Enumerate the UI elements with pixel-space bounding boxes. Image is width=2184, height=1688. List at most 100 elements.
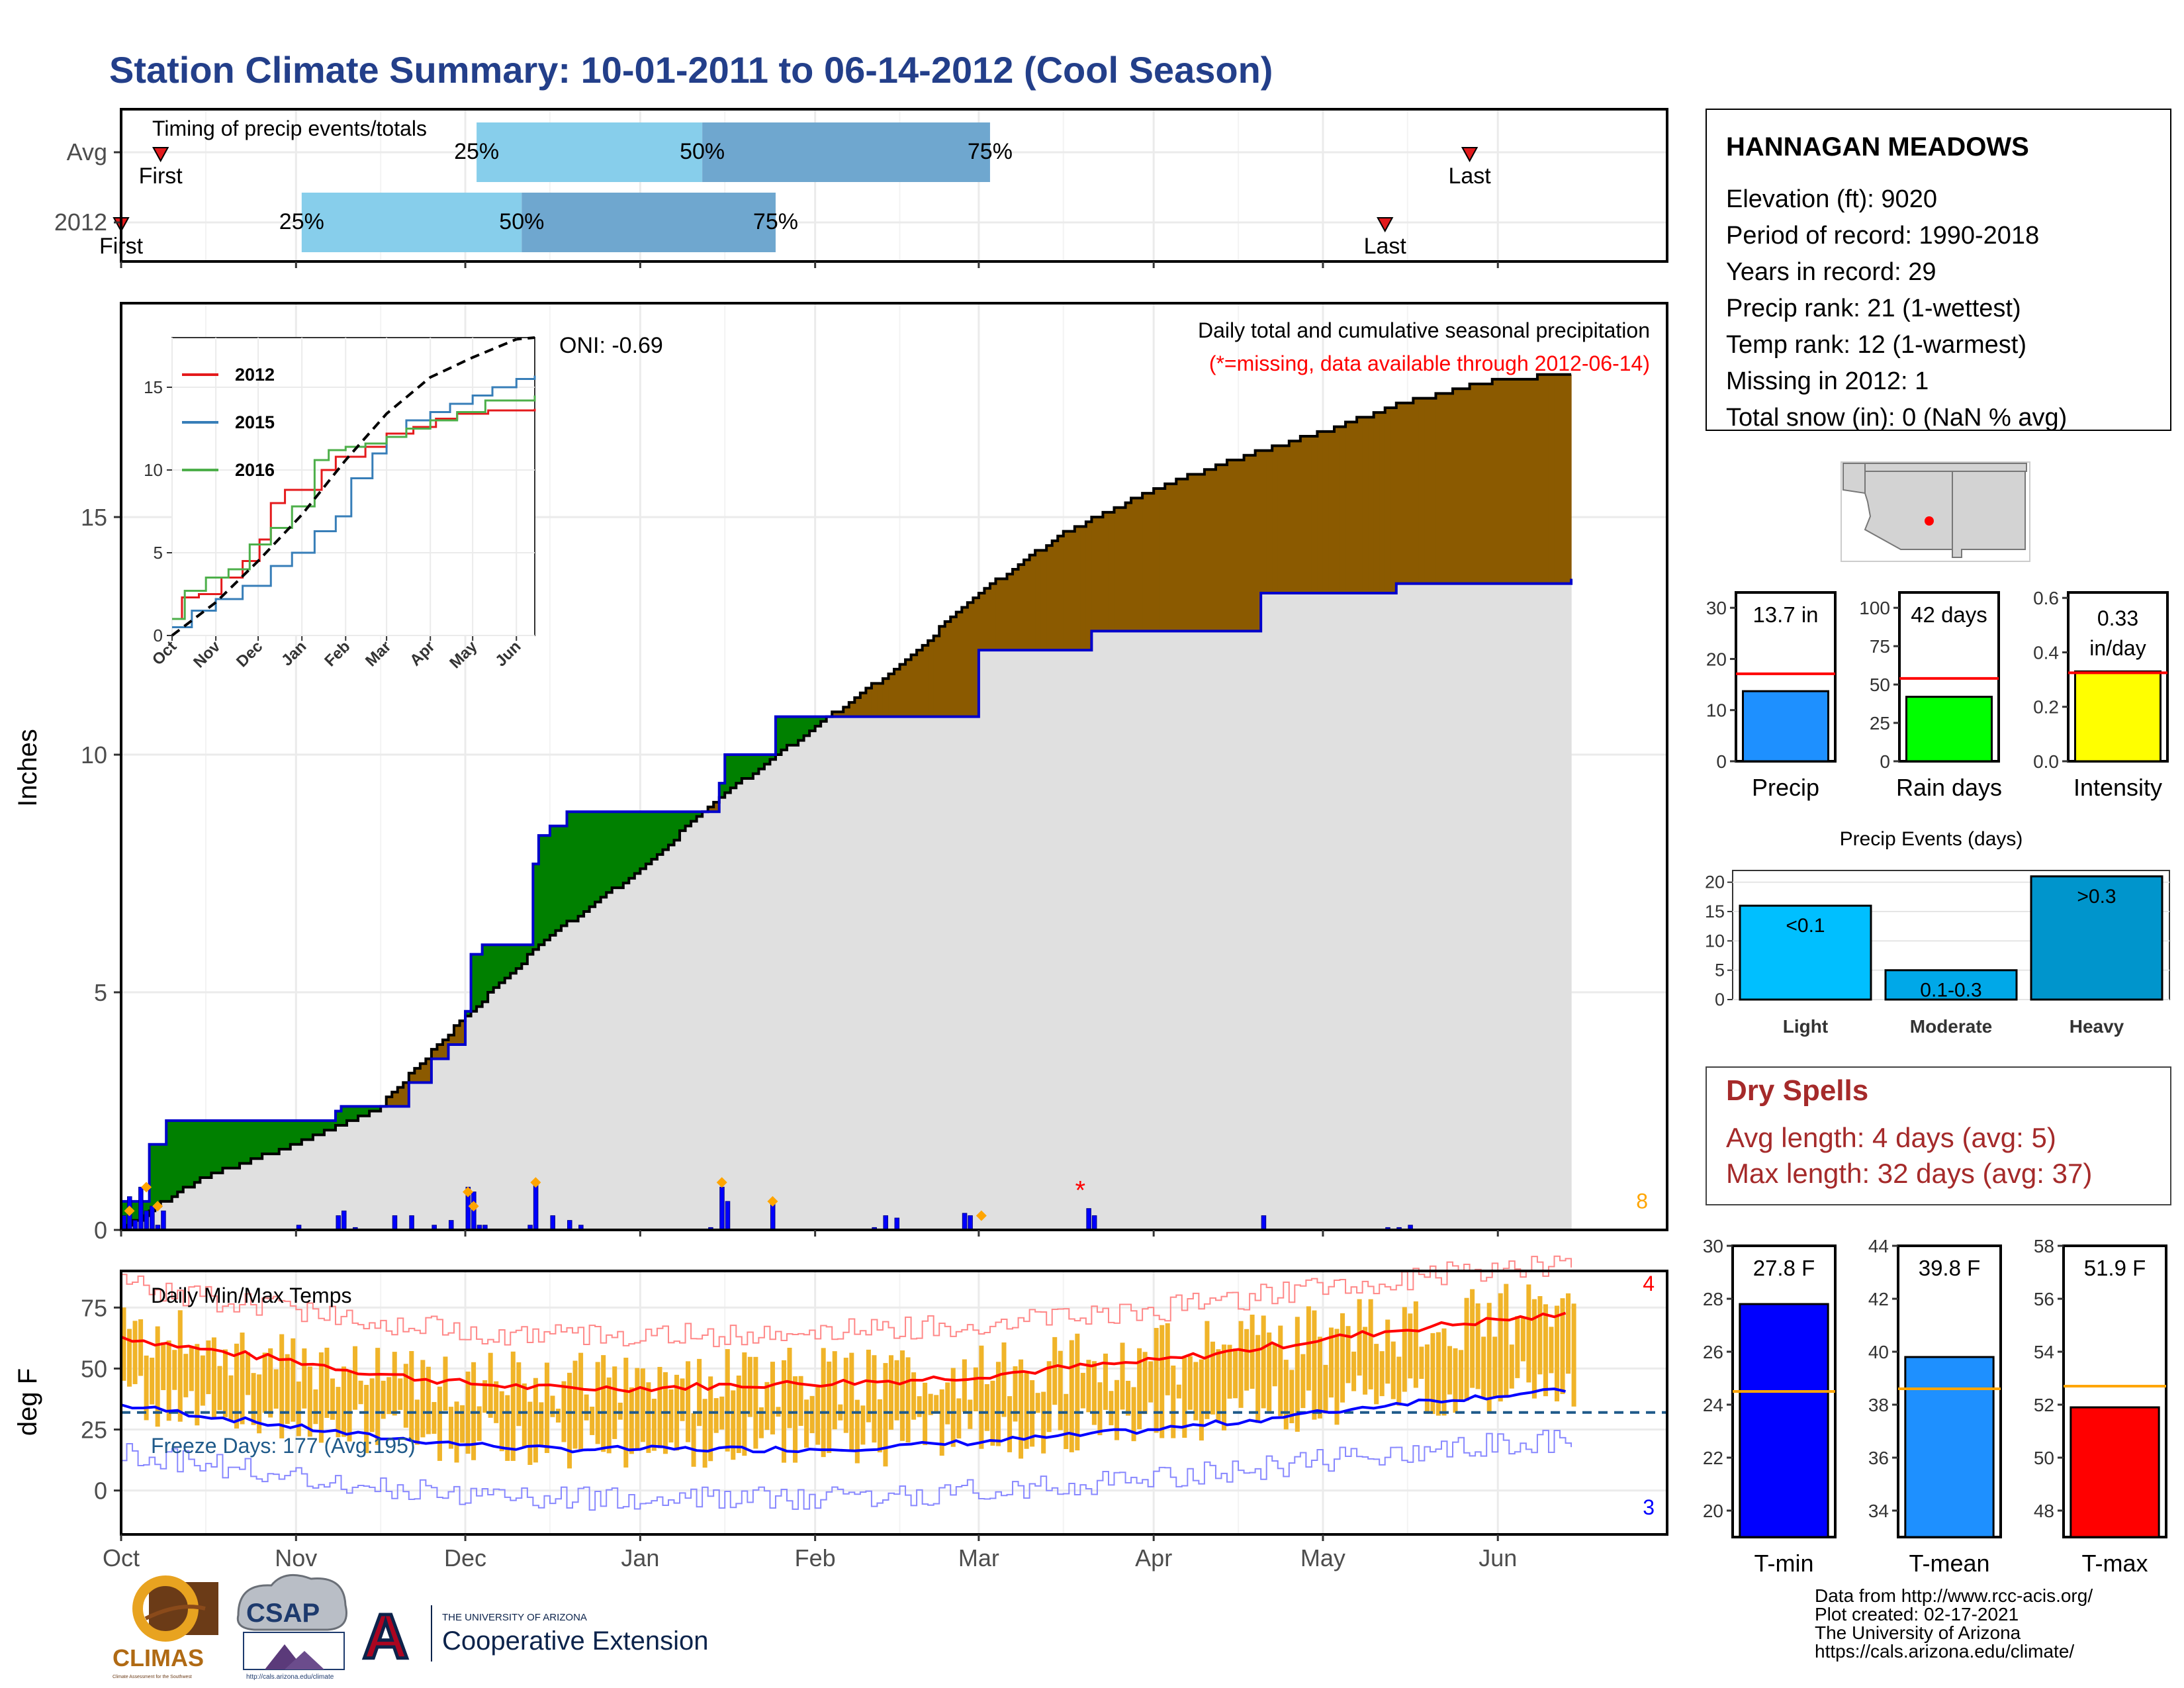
normal-area	[928, 716, 934, 1230]
ua-logo-main-text: Cooperative Extension	[442, 1626, 708, 1656]
normal-area	[1255, 631, 1261, 1230]
deficit-area	[1277, 445, 1284, 593]
timing-label-50: 50%	[499, 209, 544, 234]
dry-spells-box: Dry Spells Avg length: 4 days (avg: 5) M…	[1706, 1066, 2171, 1205]
mini_tmin-y-tick-label: 26	[1703, 1342, 1723, 1362]
daily-temp-bar	[697, 1358, 702, 1427]
normal-area	[1498, 583, 1504, 1230]
surplus-area	[629, 812, 635, 878]
normal-area	[758, 769, 765, 1230]
normal-area	[1193, 631, 1199, 1230]
surplus-area	[589, 812, 596, 907]
daily-temp-bar	[1306, 1306, 1311, 1391]
deficit-area	[1120, 507, 1126, 632]
cum-title: Daily total and cumulative seasonal prec…	[1198, 318, 1650, 342]
inset-y-tick-label: 10	[144, 460, 163, 480]
normal-area	[707, 812, 714, 1230]
deficit-area	[1170, 483, 1177, 632]
surplus-area	[510, 945, 517, 974]
deficit-area	[448, 1035, 455, 1045]
mini_raindays-bar	[1905, 696, 1993, 763]
normal-area	[634, 873, 641, 1230]
daily-temp-bar	[398, 1378, 403, 1410]
deficit-area	[1306, 436, 1312, 593]
daily-precip-bar	[392, 1215, 398, 1231]
daily-temp-bar	[1267, 1332, 1272, 1411]
daily-temp-bar	[1543, 1304, 1548, 1397]
normal-area	[803, 735, 810, 1230]
normal-area	[1266, 592, 1273, 1230]
deficit-area	[1345, 422, 1352, 593]
daily-temp-bar	[601, 1355, 606, 1452]
daily-temp-bar	[1441, 1328, 1447, 1416]
normal-area	[877, 716, 884, 1230]
normal-area	[1514, 583, 1521, 1230]
normal-area	[1131, 631, 1138, 1230]
daily-precip-bar	[719, 1186, 725, 1231]
normal-area	[499, 982, 506, 1230]
normal-area	[809, 731, 816, 1230]
normal-area	[454, 1045, 461, 1230]
daily-temp-bar	[1165, 1323, 1170, 1395]
deficit-area	[1565, 374, 1572, 584]
normal-area	[1295, 592, 1301, 1230]
normal-area	[431, 1058, 438, 1230]
surplus-area	[572, 812, 579, 921]
daily-temp-bar	[1035, 1393, 1040, 1413]
deficit-area	[1317, 431, 1324, 593]
normal-area	[747, 778, 754, 1230]
daily-temp-bar	[279, 1334, 285, 1438]
surplus-area	[809, 716, 816, 731]
daily-temp-bar	[387, 1377, 392, 1415]
timing-label-75: 75%	[968, 139, 1013, 164]
daily-temp-bar	[1408, 1313, 1413, 1379]
normal-area	[1024, 650, 1030, 1230]
surplus-area	[194, 1120, 201, 1183]
mini_precip-value-label: 13.7 in	[1752, 602, 1818, 627]
x-tick-label-nov: Nov	[275, 1544, 317, 1571]
mini_tmin-category-label: T-min	[1754, 1550, 1814, 1577]
daily-temp-bar	[888, 1355, 893, 1430]
deficit-area	[1142, 493, 1149, 632]
daily-temp-bar	[849, 1352, 854, 1452]
t-min-chart: 20 22 24 26 28 30 27.8 F T-min	[1703, 1236, 1837, 1577]
daily-temp-bar	[1171, 1365, 1176, 1438]
deficit-area	[1215, 465, 1222, 632]
normal-area	[1418, 583, 1426, 1230]
daily-temp-bar	[1312, 1310, 1317, 1420]
surplus-area	[680, 812, 686, 831]
daily-temp-bar	[561, 1381, 567, 1442]
normal-area	[279, 1149, 285, 1230]
daily-temp-bar	[302, 1348, 307, 1409]
normal-area	[882, 716, 889, 1230]
daily-temp-bar	[758, 1407, 764, 1438]
normal-area	[600, 897, 607, 1230]
deficit-area	[1322, 431, 1330, 593]
daily-temp-bar	[522, 1383, 527, 1446]
surplus-area	[369, 1106, 376, 1111]
surplus-area	[177, 1120, 184, 1192]
deficit-area	[1537, 374, 1544, 584]
normal-area	[1531, 583, 1538, 1230]
surplus-area	[335, 1111, 342, 1126]
deficit-area	[1368, 417, 1375, 593]
daily-temp-bar	[403, 1364, 408, 1428]
surplus-area	[245, 1120, 251, 1164]
daily-temp-bar	[246, 1352, 251, 1395]
normal-area	[1362, 592, 1369, 1230]
normal-area	[905, 716, 912, 1230]
deficit-area	[1210, 469, 1216, 632]
normal-area	[911, 716, 917, 1230]
surplus-area	[623, 812, 629, 883]
daily-temp-bar	[341, 1366, 347, 1437]
normal-area	[544, 940, 551, 1230]
normal-area	[719, 797, 725, 1230]
deficit-area	[1424, 398, 1431, 584]
deficit-area	[1058, 536, 1064, 651]
events-bar-moderate	[1884, 969, 2018, 1001]
inset-line-2012	[172, 408, 536, 620]
daily-temp-bar	[1064, 1393, 1069, 1450]
mini_raindays-y-tick-label: 0	[1880, 751, 1890, 772]
inset-legend-label-2015: 2015	[235, 412, 275, 432]
daily-temp-bar	[984, 1384, 989, 1431]
